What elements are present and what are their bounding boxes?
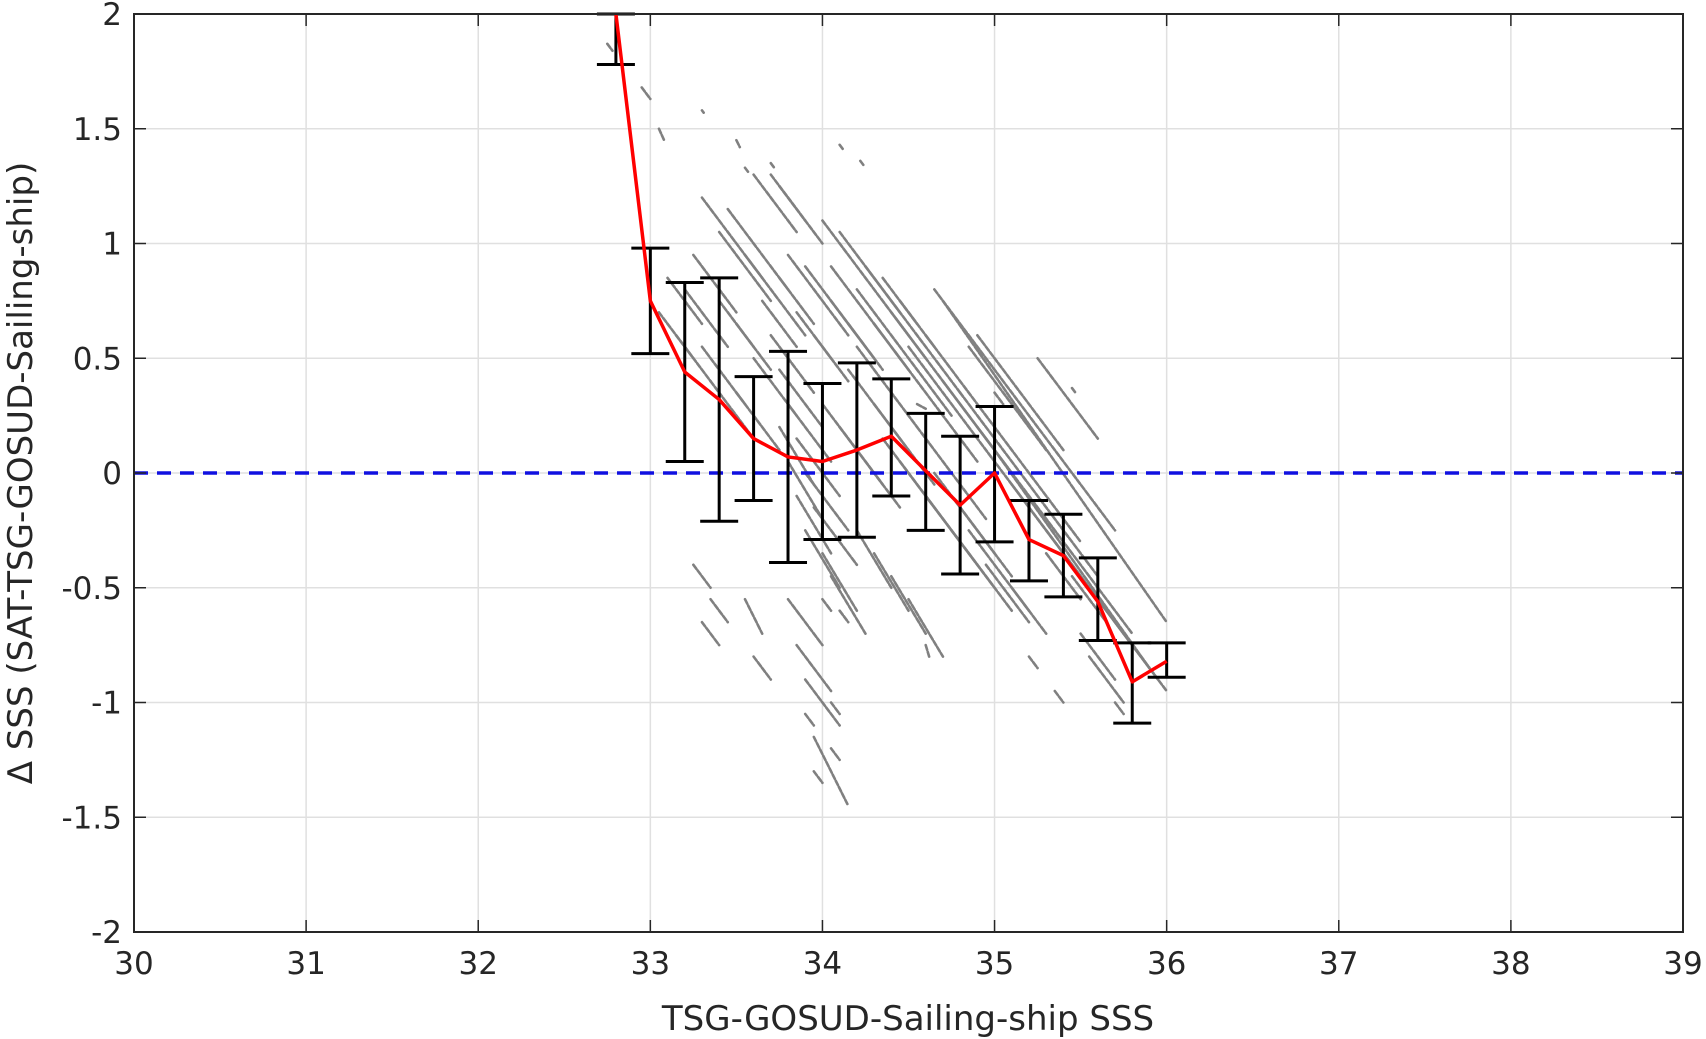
- scatter-point: [700, 620, 721, 647]
- scatter-point: [898, 299, 936, 349]
- scatter-point: [821, 552, 859, 613]
- scatter-point: [778, 276, 816, 326]
- y-tick-label: -0.5: [62, 571, 123, 607]
- scatter-point: [1070, 386, 1077, 394]
- scatter-point: [674, 333, 712, 383]
- scatter-point: [915, 402, 928, 411]
- scatter-point: [889, 574, 928, 635]
- scatter-point: [803, 678, 841, 727]
- scatter-point: [872, 552, 910, 613]
- scatter-point: [778, 425, 816, 486]
- y-tick-label: 1: [102, 227, 122, 263]
- scatter-point: [735, 322, 773, 372]
- x-tick-label: 32: [458, 946, 497, 982]
- scatter-point: [657, 127, 666, 142]
- scatter-point: [812, 770, 824, 785]
- scatter-point: [743, 597, 764, 635]
- scatter-point: [907, 597, 945, 658]
- scatter-point: [640, 86, 652, 101]
- scatter-point: [1087, 655, 1125, 704]
- scatter-point: [838, 609, 850, 624]
- scatter-point: [803, 712, 816, 727]
- y-tick-label: 1.5: [73, 112, 122, 148]
- scatter-point: [786, 597, 824, 647]
- scatter-point: [735, 138, 742, 149]
- scatter-point: [1070, 574, 1108, 624]
- scatter-point: [795, 643, 833, 693]
- scatter-point: [786, 460, 824, 521]
- scatter-point: [692, 563, 712, 590]
- scatter-point: [941, 299, 1168, 624]
- scatter-point: [846, 322, 884, 372]
- scatter-point: [795, 437, 841, 498]
- scatter-point: [760, 299, 798, 349]
- scatter-point: [1027, 655, 1039, 670]
- scatter-point: [1113, 701, 1125, 716]
- scatter-point: [752, 173, 798, 234]
- scatter-point: [1036, 356, 1100, 440]
- scatter-point: [606, 42, 614, 53]
- scatter-point: [821, 597, 833, 613]
- error-bar: [1147, 641, 1186, 679]
- scatter-point: [924, 643, 931, 658]
- y-axis-label: Δ SSS (SAT-TSG-GOSUD-Sailing-ship): [1, 162, 41, 784]
- x-tick-label: 34: [803, 946, 842, 982]
- x-tick-label: 30: [114, 946, 153, 982]
- y-tick-label: -2: [91, 915, 122, 951]
- y-tick-label: 0: [102, 456, 122, 492]
- y-axis-ticks: 2 1.5 1 0.5 0 -0.5 -1 -1.5 -2: [62, 0, 1683, 951]
- scatter-point: [924, 333, 1082, 544]
- scatter-point: [752, 655, 773, 681]
- scatter-point: [855, 288, 953, 417]
- scatter-point: [993, 391, 1005, 406]
- scatter-point: [812, 735, 850, 808]
- x-tick-label: 39: [1663, 946, 1702, 982]
- scatter-point: [786, 253, 850, 337]
- scatter-point: [958, 391, 1100, 578]
- y-tick-label: -1.5: [62, 800, 123, 836]
- scatter-point: [829, 747, 841, 762]
- y-tick-label: 0.5: [73, 341, 122, 377]
- scatter-point: [829, 574, 867, 635]
- scatter-point: [829, 701, 841, 716]
- scatter-point: [967, 345, 1048, 452]
- x-axis-ticks: 30 31 32 33 34 35 36 37 38 39: [114, 14, 1703, 982]
- scatter-point: [855, 529, 893, 590]
- x-tick-label: 33: [631, 946, 670, 982]
- scatter-point: [1010, 586, 1048, 635]
- y-tick-label: 2: [102, 0, 122, 33]
- scatter-point: [859, 159, 866, 167]
- x-tick-label: 31: [286, 946, 325, 982]
- scatter-point: [976, 333, 1065, 452]
- scatter-point: [907, 345, 1031, 509]
- x-tick-label: 36: [1147, 946, 1186, 982]
- x-tick-label: 37: [1319, 946, 1358, 982]
- x-tick-label: 38: [1491, 946, 1530, 982]
- binned-mean-line: [614, 13, 1168, 684]
- scatter-point: [743, 166, 750, 174]
- scatter-point: [812, 333, 850, 383]
- x-axis-label: TSG-GOSUD-Sailing-ship SSS: [661, 999, 1154, 1039]
- scatter-point: [778, 184, 824, 245]
- scatter-point: [743, 253, 807, 337]
- scatter-point: [735, 391, 781, 452]
- scatter-point: [769, 161, 776, 170]
- scatter-point: [958, 540, 1014, 613]
- scatter-point: [838, 143, 845, 151]
- scatter-point: [692, 253, 738, 314]
- scatter-point: [700, 109, 705, 114]
- scatter-point: [709, 597, 730, 624]
- scatter-point: [984, 563, 1031, 624]
- scatter-point: [795, 494, 833, 555]
- scatter-point: [1053, 689, 1065, 704]
- scatter-point: [864, 265, 902, 314]
- y-tick-label: -1: [91, 686, 122, 722]
- scatter-point: [717, 230, 773, 303]
- x-tick-label: 35: [975, 946, 1014, 982]
- scatter-point: [941, 379, 996, 452]
- scatter-point: [726, 207, 790, 291]
